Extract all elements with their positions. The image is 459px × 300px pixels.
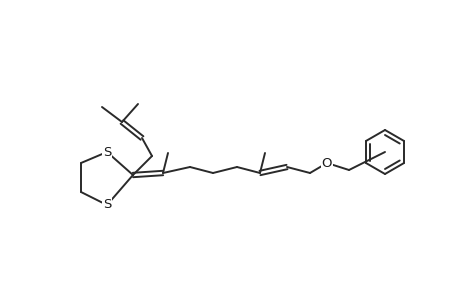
Text: S: S <box>103 199 111 212</box>
Text: S: S <box>103 146 111 158</box>
Text: O: O <box>321 157 331 169</box>
